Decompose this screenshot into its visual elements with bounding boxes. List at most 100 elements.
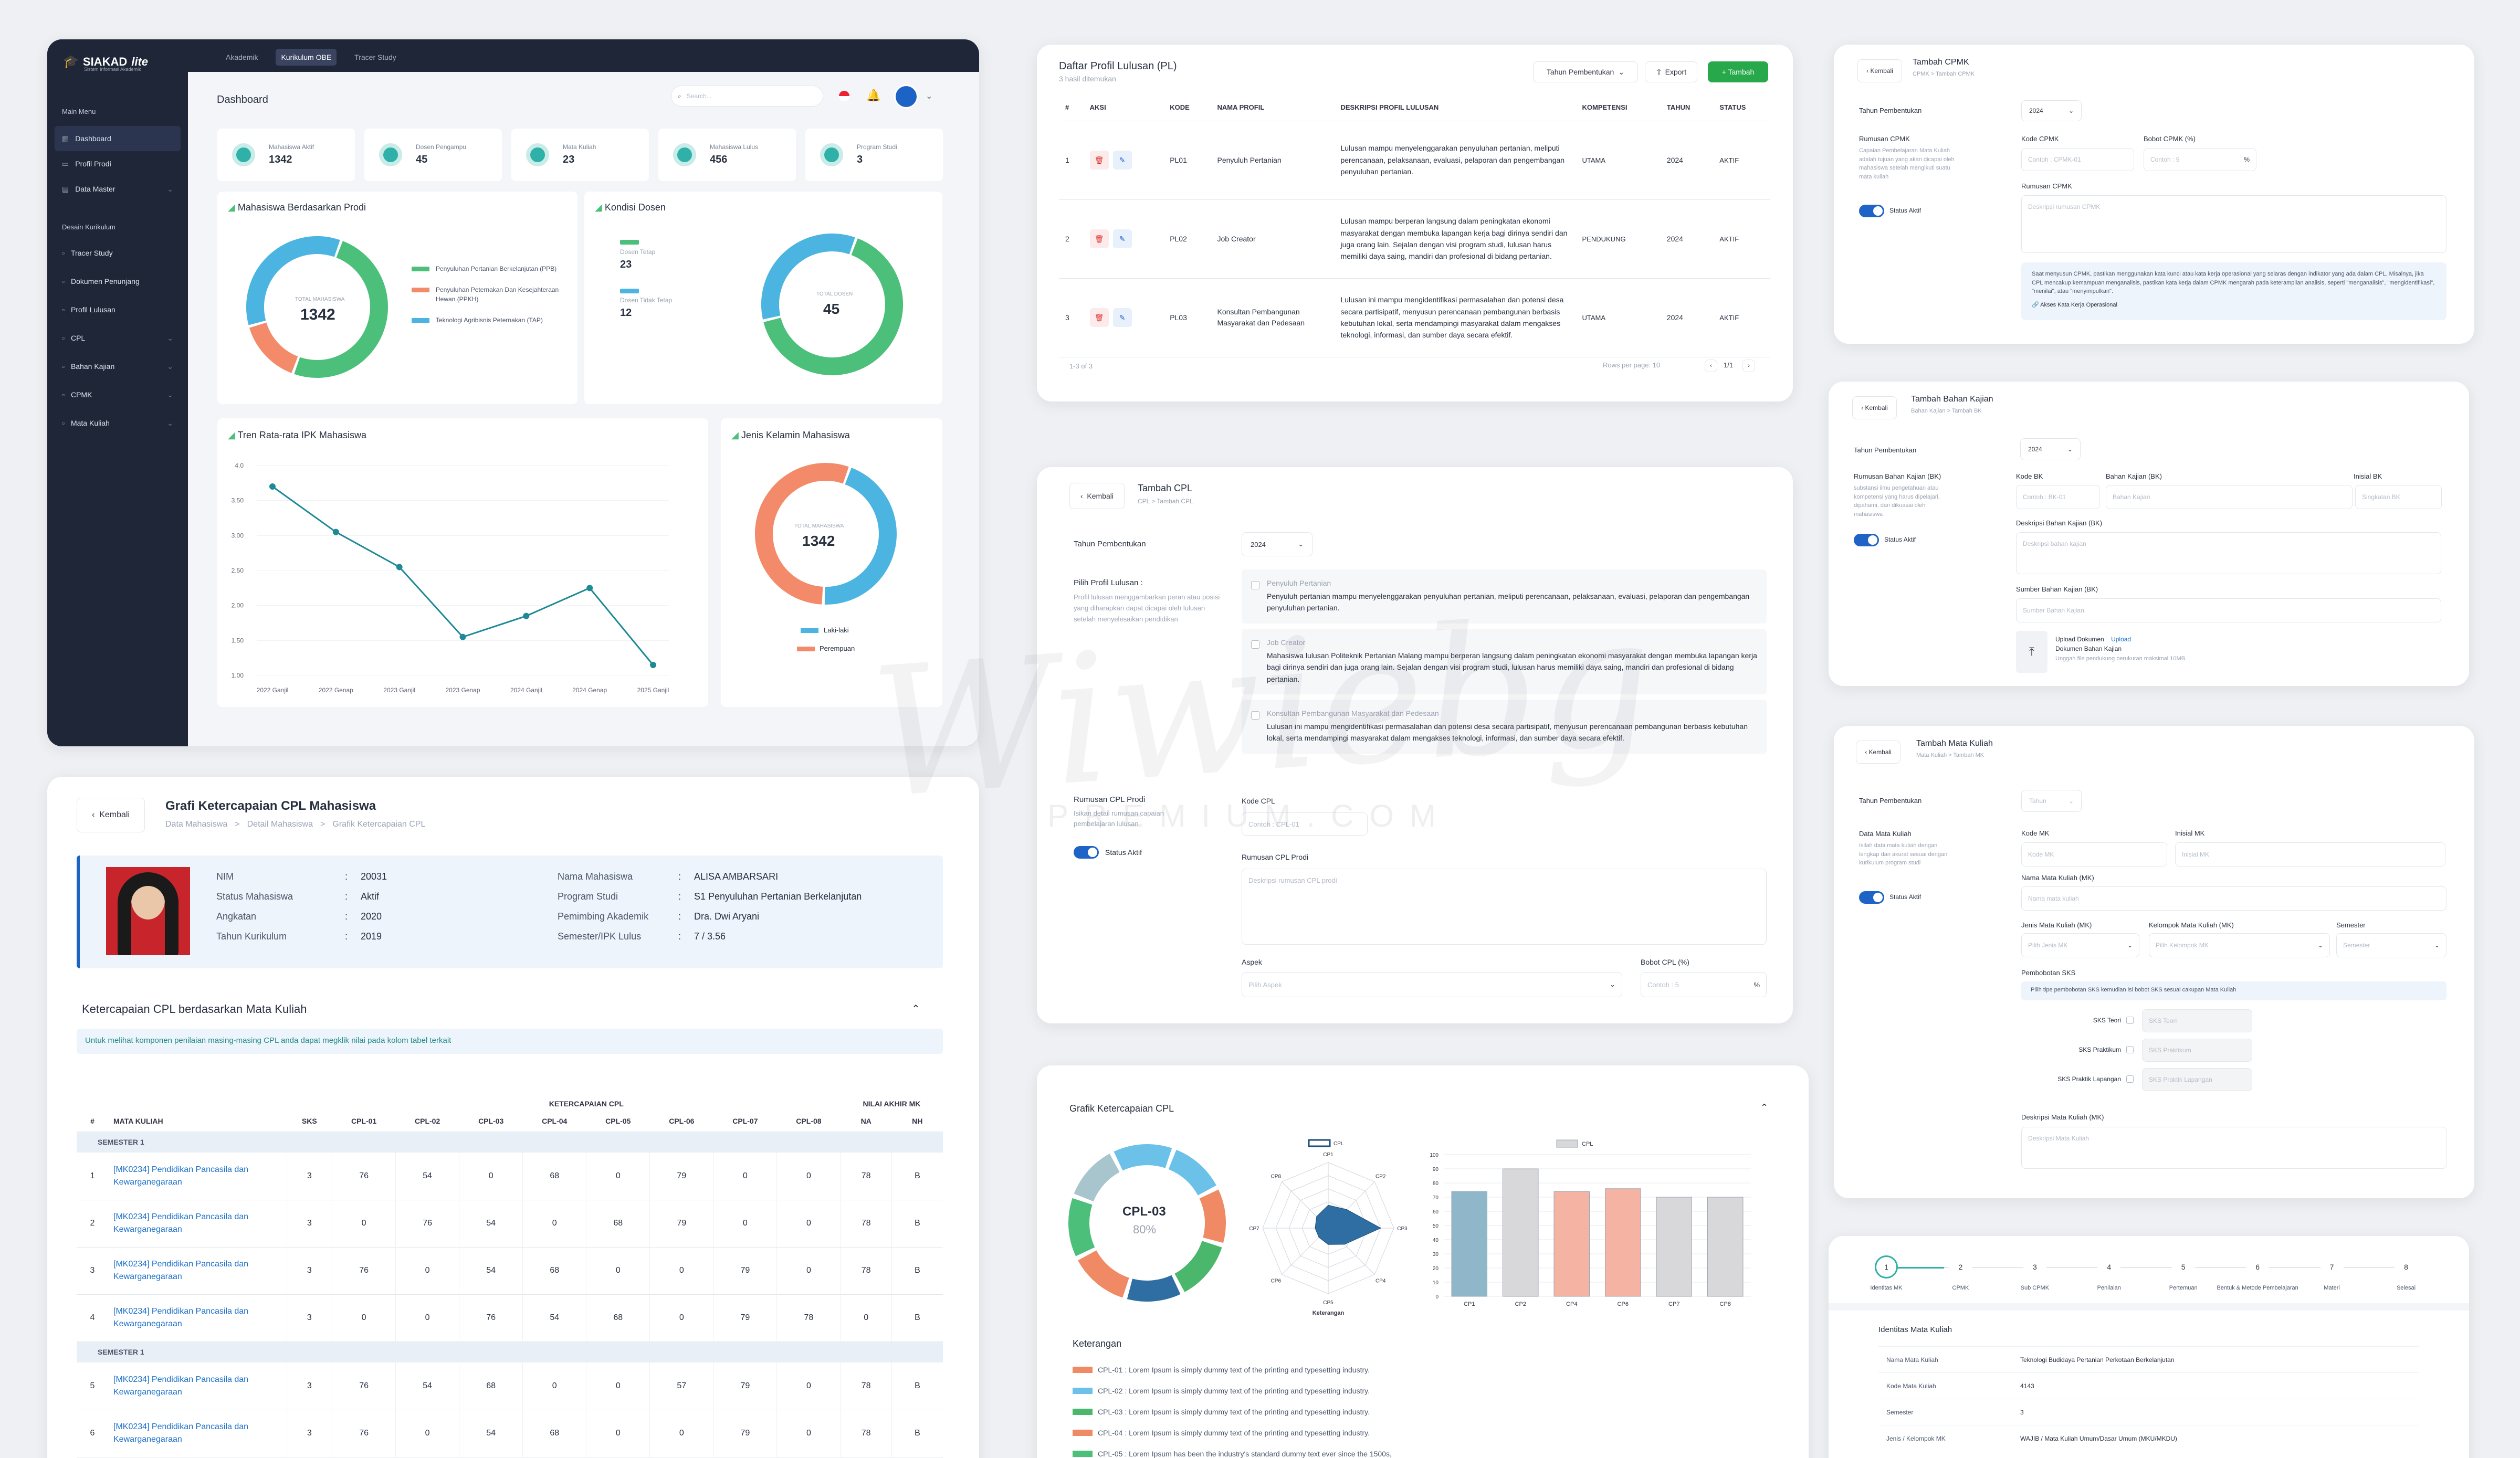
cpl-value-cell[interactable]: 0 — [395, 1294, 459, 1341]
cpl-value-cell[interactable]: 79 — [713, 1294, 777, 1341]
checkbox[interactable] — [1251, 581, 1259, 589]
chevron-down-icon[interactable]: ⌄ — [926, 92, 933, 101]
cpl-value-cell[interactable]: 0 — [586, 1153, 650, 1200]
bar[interactable] — [1503, 1168, 1539, 1297]
rows-per-page[interactable]: Rows per page: 10 — [1603, 361, 1661, 369]
topnav-tab[interactable]: Tracer Study — [354, 53, 396, 61]
cpl-value-cell[interactable]: 0 — [586, 1247, 650, 1294]
inisial-input[interactable]: Singkatan BK — [2355, 485, 2442, 509]
mk-link[interactable]: [MK0234] Pendidikan Pancasila dan Kewarg… — [113, 1260, 249, 1281]
cpl-value-cell[interactable]: 76 — [332, 1153, 396, 1200]
sidebar-item[interactable]: ▫ Dokumen Penunjang — [55, 267, 181, 295]
cpl-value-cell[interactable]: 0 — [649, 1410, 713, 1457]
trash-icon[interactable]: 🗑 — [1089, 229, 1109, 248]
cpl-value-cell[interactable]: 0 — [332, 1200, 396, 1247]
mk-link[interactable]: [MK0234] Pendidikan Pancasila dan Kewarg… — [113, 1212, 249, 1234]
cpl-value-cell[interactable]: 0 — [649, 1247, 713, 1294]
cpl-value-cell[interactable]: 76 — [459, 1294, 523, 1341]
kode-input[interactable]: Contoh : CPL-01 — [1242, 812, 1368, 836]
sks-input[interactable]: SKS Teori — [2142, 1009, 2252, 1032]
back-button[interactable]: ‹ Kembali — [77, 798, 145, 832]
sidebar-item[interactable]: ▫ Tracer Study — [55, 239, 181, 267]
breadcrumb-item[interactable]: Grafik Ketercapaian CPL — [332, 820, 426, 829]
back-button[interactable]: ‹ Kembali — [1857, 59, 1902, 82]
topnav-tab[interactable]: Kurikulum OBE — [276, 49, 337, 66]
cpl-value-cell[interactable]: 0 — [586, 1362, 650, 1410]
cpl-value-cell[interactable]: 0 — [395, 1247, 459, 1294]
desk-input[interactable]: Deskripsi bahan kajian — [2016, 532, 2441, 574]
avatar[interactable] — [894, 84, 918, 109]
cpl-value-cell[interactable]: 54 — [395, 1153, 459, 1200]
cpl-value-cell[interactable]: 0 — [776, 1410, 841, 1457]
jenis-select[interactable]: Pilih Jenis MK ⌄ — [2021, 933, 2139, 957]
sidebar-item[interactable]: ▫ Mata Kuliah ⌄ — [55, 409, 181, 437]
ipk-point[interactable] — [523, 612, 530, 619]
mk-link[interactable]: [MK0234] Pendidikan Pancasila dan Kewarg… — [113, 1375, 249, 1397]
cpl-value-cell[interactable]: 54 — [522, 1294, 586, 1341]
aspek-select[interactable]: Pilih Aspek ⌄ — [1242, 972, 1622, 997]
status-toggle[interactable] — [1859, 205, 1884, 217]
tahun-select[interactable]: 2024 ⌄ — [2020, 438, 2081, 460]
bobot-input[interactable]: Contoh : 5% — [2144, 148, 2256, 171]
cpl-value-cell[interactable]: 79 — [713, 1362, 777, 1410]
cpl-value-cell[interactable]: 0 — [776, 1153, 841, 1200]
checkbox[interactable] — [2126, 1075, 2134, 1083]
collapse-icon[interactable]: ⌃ — [911, 1003, 920, 1015]
kode-input[interactable]: Contoh : BK-01 — [2016, 485, 2100, 509]
cpl-value-cell[interactable]: 0 — [776, 1200, 841, 1247]
cpl-value-cell[interactable]: 0 — [713, 1200, 777, 1247]
semester-select[interactable]: Semester ⌄ — [2336, 933, 2446, 957]
ipk-point[interactable] — [332, 529, 339, 535]
cpl-value-cell[interactable]: 0 — [776, 1362, 841, 1410]
collapse-icon[interactable]: ⌃ — [1760, 1102, 1769, 1113]
export-button[interactable]: ⇪ Export — [1645, 61, 1697, 82]
cpl-value-cell[interactable]: 76 — [332, 1247, 396, 1294]
edit-icon[interactable]: ✎ — [1112, 229, 1132, 248]
desk-input[interactable]: Deskripsi Mata Kuliah — [2021, 1127, 2446, 1169]
logo[interactable]: 🎓 SIAKAD lite — [63, 54, 148, 69]
cpl-value-cell[interactable]: 0 — [395, 1410, 459, 1457]
cpl-value-cell[interactable]: 54 — [395, 1362, 459, 1410]
bobot-input[interactable]: Contoh : 5% — [1641, 972, 1767, 997]
step[interactable]: 6 — [2246, 1255, 2270, 1279]
cpl-value-cell[interactable]: 57 — [649, 1362, 713, 1410]
bar[interactable] — [1707, 1197, 1744, 1297]
cpl-value-cell[interactable]: 0 — [776, 1247, 841, 1294]
sidebar-item[interactable]: ▤ Data Master ⌄ — [55, 176, 181, 202]
cpl-value-cell[interactable]: 79 — [713, 1410, 777, 1457]
cpl-value-cell[interactable]: 0 — [459, 1153, 523, 1200]
checkbox[interactable] — [2126, 1046, 2134, 1053]
cpl-value-cell[interactable]: 79 — [649, 1200, 713, 1247]
edit-icon[interactable]: ✎ — [1112, 151, 1132, 170]
upload-box[interactable]: ⤒ — [2016, 631, 2048, 673]
upload-link[interactable]: Upload — [2111, 636, 2132, 643]
edit-icon[interactable]: ✎ — [1112, 308, 1132, 327]
prev-page-button[interactable]: ‹ — [1705, 360, 1717, 372]
profil-option[interactable]: Job Creator Mahasiswa lulusan Politeknik … — [1242, 628, 1767, 694]
search-input[interactable]: ⌕ Search... — [671, 86, 823, 107]
mk-link[interactable]: [MK0234] Pendidikan Pancasila dan Kewarg… — [113, 1307, 249, 1328]
sidebar-item[interactable]: ▫ Bahan Kajian ⌄ — [55, 352, 181, 381]
ipk-point[interactable] — [269, 483, 276, 490]
cpl-value-cell[interactable]: 0 — [522, 1200, 586, 1247]
bar[interactable] — [1553, 1191, 1590, 1297]
flag-icon[interactable] — [839, 91, 849, 101]
back-button[interactable]: ‹ Kembali — [1852, 396, 1897, 419]
sidebar-item[interactable]: ▦ Dashboard — [55, 126, 181, 151]
kode-input[interactable]: Contoh : CPMK-01 — [2021, 148, 2134, 171]
next-page-button[interactable]: › — [1742, 360, 1755, 372]
mk-link[interactable]: [MK0234] Pendidikan Pancasila dan Kewarg… — [113, 1165, 249, 1187]
tahun-filter[interactable]: Tahun Pembentukan ⌄ — [1533, 61, 1638, 82]
cpl-value-cell[interactable]: 0 — [586, 1410, 650, 1457]
breadcrumb-item[interactable]: Detail Mahasiswa — [247, 820, 313, 829]
ipk-point[interactable] — [396, 564, 403, 570]
add-button[interactable]: + Tambah — [1708, 61, 1768, 82]
cpl-value-cell[interactable]: 54 — [459, 1410, 523, 1457]
cpl-value-cell[interactable]: 0 — [649, 1294, 713, 1341]
step[interactable]: 3 — [2023, 1255, 2046, 1279]
cpl-value-cell[interactable]: 68 — [586, 1200, 650, 1247]
step[interactable]: 4 — [2097, 1255, 2121, 1279]
tahun-select[interactable]: 2024 ⌄ — [1242, 532, 1312, 556]
sks-input[interactable]: SKS Praktik Lapangan — [2142, 1068, 2252, 1091]
bell-icon[interactable]: 🔔 — [866, 89, 881, 102]
